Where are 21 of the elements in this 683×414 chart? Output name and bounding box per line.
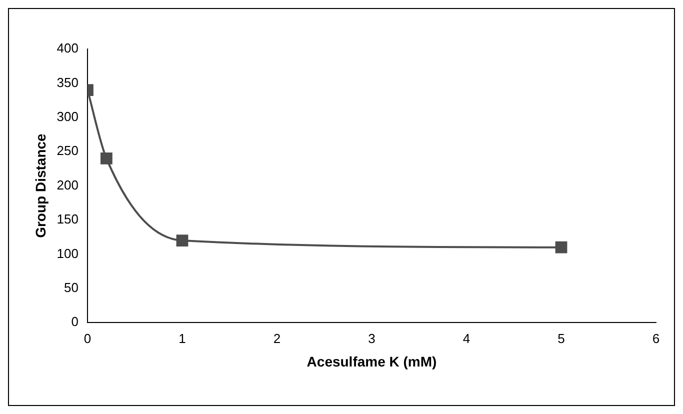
point xyxy=(100,152,112,164)
point xyxy=(555,241,568,254)
y-tick-label: 400 xyxy=(56,40,78,56)
y-tick-label: 300 xyxy=(56,108,78,124)
x-tick-label: 1 xyxy=(178,330,186,346)
y-axis-title: Group Distance xyxy=(32,133,48,238)
x-tick-label: 6 xyxy=(652,330,660,346)
y-tick-label: 0 xyxy=(71,314,78,330)
x-tick-label: 2 xyxy=(273,330,281,346)
y-tick-label: 250 xyxy=(56,143,78,158)
y-tick-label: 350 xyxy=(56,74,78,90)
point xyxy=(176,234,188,246)
x-tick-label: 3 xyxy=(368,330,376,346)
x-axis-title: Acesulfame K (mM) xyxy=(306,353,437,370)
y-tick-label: 50 xyxy=(64,280,78,295)
y-tick-label: 150 xyxy=(56,212,78,227)
x-tick-label: 0 xyxy=(84,330,92,346)
y-tick-label: 100 xyxy=(56,246,78,261)
x-tick-label: 5 xyxy=(558,330,565,346)
x-tick-label: 4 xyxy=(462,330,470,346)
y-tick-label: 200 xyxy=(56,177,78,192)
